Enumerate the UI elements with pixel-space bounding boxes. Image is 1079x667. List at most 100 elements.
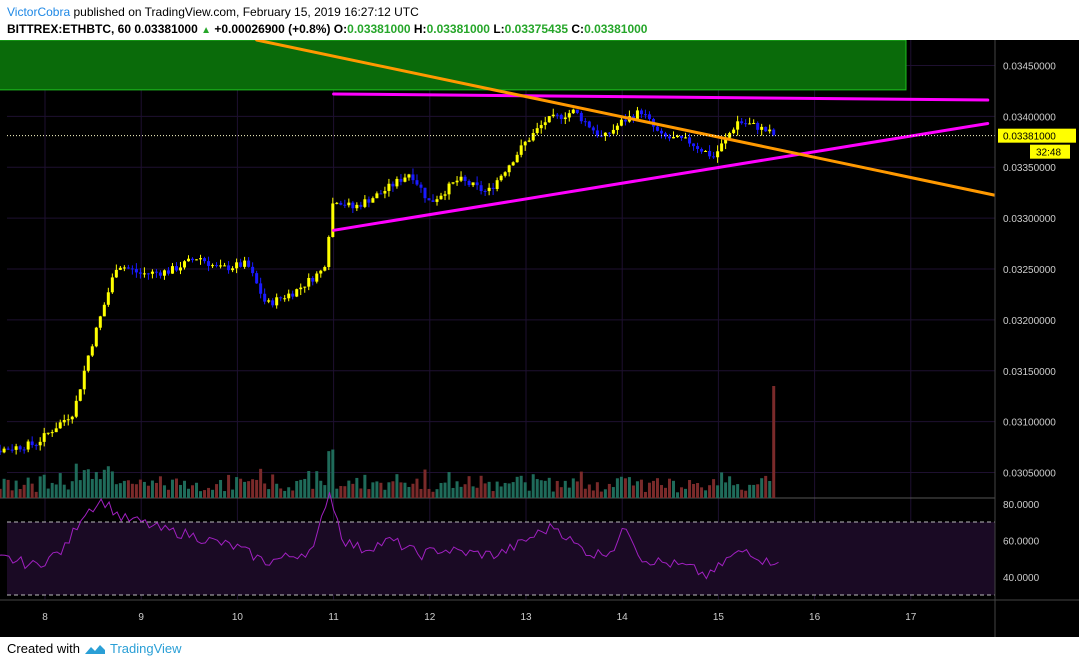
volume-bar <box>463 484 467 498</box>
rsi-line <box>0 492 779 580</box>
volume-bar <box>122 480 126 498</box>
volume-bar <box>716 485 720 498</box>
time-tick-label: 9 <box>138 612 144 623</box>
volume-bar <box>78 480 82 498</box>
volume-bar <box>451 487 455 498</box>
volume-bar <box>447 472 451 498</box>
candle-body <box>635 110 639 120</box>
candle-body <box>607 132 611 134</box>
volume-bar <box>499 486 503 498</box>
candle-body <box>704 150 708 152</box>
volume-bar <box>347 480 351 498</box>
candle-body <box>271 300 275 306</box>
volume-bar <box>191 485 195 498</box>
volume-bar <box>435 489 439 498</box>
price-tick-label: 0.03200000 <box>1003 316 1056 327</box>
c-label: C: <box>571 22 585 36</box>
volume-bar <box>563 480 567 498</box>
volume-bar <box>339 486 343 498</box>
rsi-pane <box>0 492 995 596</box>
volume-bar <box>579 471 583 498</box>
candle-body <box>50 432 54 434</box>
candle-body <box>692 143 696 147</box>
volume-bar <box>359 488 363 498</box>
volume-bar <box>748 484 752 498</box>
volume-bar <box>531 474 535 498</box>
price-tick-label: 0.03400000 <box>1003 112 1056 123</box>
candle-body <box>247 260 251 267</box>
volume-bar <box>411 483 415 498</box>
o-label: O: <box>333 22 348 36</box>
price-tick-label: 0.03250000 <box>1003 265 1056 276</box>
volume-bar <box>631 485 635 498</box>
time-tick-label: 13 <box>520 612 532 623</box>
tradingview-brand[interactable]: TradingView <box>109 641 182 656</box>
volume-bar <box>403 482 407 498</box>
candle-body <box>511 162 515 166</box>
author-link[interactable]: VictorCobra <box>7 5 71 19</box>
candle-body <box>82 370 86 390</box>
volume-bar <box>271 474 275 498</box>
candle-body <box>291 293 295 297</box>
candle-body <box>459 176 463 181</box>
volume-bar <box>114 484 118 498</box>
volume-bar <box>235 477 239 498</box>
rsi-tick-label: 40.0000 <box>1003 573 1040 584</box>
candle-body <box>595 130 599 136</box>
volume-bar <box>50 482 54 498</box>
candle-body <box>463 176 467 181</box>
volume-bar <box>142 481 146 498</box>
volume-bar <box>150 480 154 498</box>
candle-body <box>571 109 575 114</box>
candle-body <box>700 148 704 152</box>
candle-body <box>379 193 383 195</box>
candle-body <box>740 121 744 124</box>
candle-body <box>18 446 22 450</box>
candle-body <box>134 269 138 273</box>
volume-bar <box>732 485 736 498</box>
candle-body <box>551 114 555 117</box>
candle-body <box>263 293 267 302</box>
candle-body <box>178 267 182 271</box>
volume-bar <box>684 488 688 498</box>
candle-body <box>435 199 439 202</box>
candle-body <box>38 441 42 446</box>
volume-bar <box>146 485 150 498</box>
candle-body <box>383 190 387 194</box>
volume-bar <box>439 482 443 498</box>
candle-body <box>575 109 579 113</box>
price-chart[interactable]: 0.03450000 0.03400000 0.03350000 0.03300000… <box>0 40 1079 637</box>
volume-bar <box>511 482 515 498</box>
candle-body <box>539 125 543 129</box>
volume-bar <box>10 490 14 498</box>
volume-bar <box>255 479 259 498</box>
volume-bar <box>223 491 227 498</box>
volume-bar <box>195 482 199 498</box>
volume-bar <box>106 466 110 498</box>
candle-body <box>395 178 399 187</box>
candle-body <box>527 140 531 142</box>
candle-body <box>255 273 259 284</box>
candle-body <box>772 129 776 135</box>
volume-bar <box>443 482 447 498</box>
volume-bar <box>283 490 287 498</box>
volume-bar <box>98 479 102 498</box>
candle-body <box>70 416 74 420</box>
candle-body <box>680 135 684 138</box>
candle-body <box>427 198 431 201</box>
candle-body <box>623 119 627 122</box>
candle-body <box>267 300 271 302</box>
volume-bar <box>559 487 563 498</box>
candle-body <box>371 198 375 203</box>
volume-bar <box>247 481 251 498</box>
candle-body <box>170 266 174 274</box>
countdown-label: 32:48 <box>1036 148 1061 159</box>
candle-body <box>363 199 367 207</box>
candle-body <box>207 261 211 266</box>
candle-body <box>203 258 207 262</box>
candle-body <box>752 122 756 124</box>
volume-bar <box>391 481 395 498</box>
volume-bar <box>379 482 383 498</box>
candle-body <box>110 277 114 293</box>
volume-bar <box>170 479 174 498</box>
